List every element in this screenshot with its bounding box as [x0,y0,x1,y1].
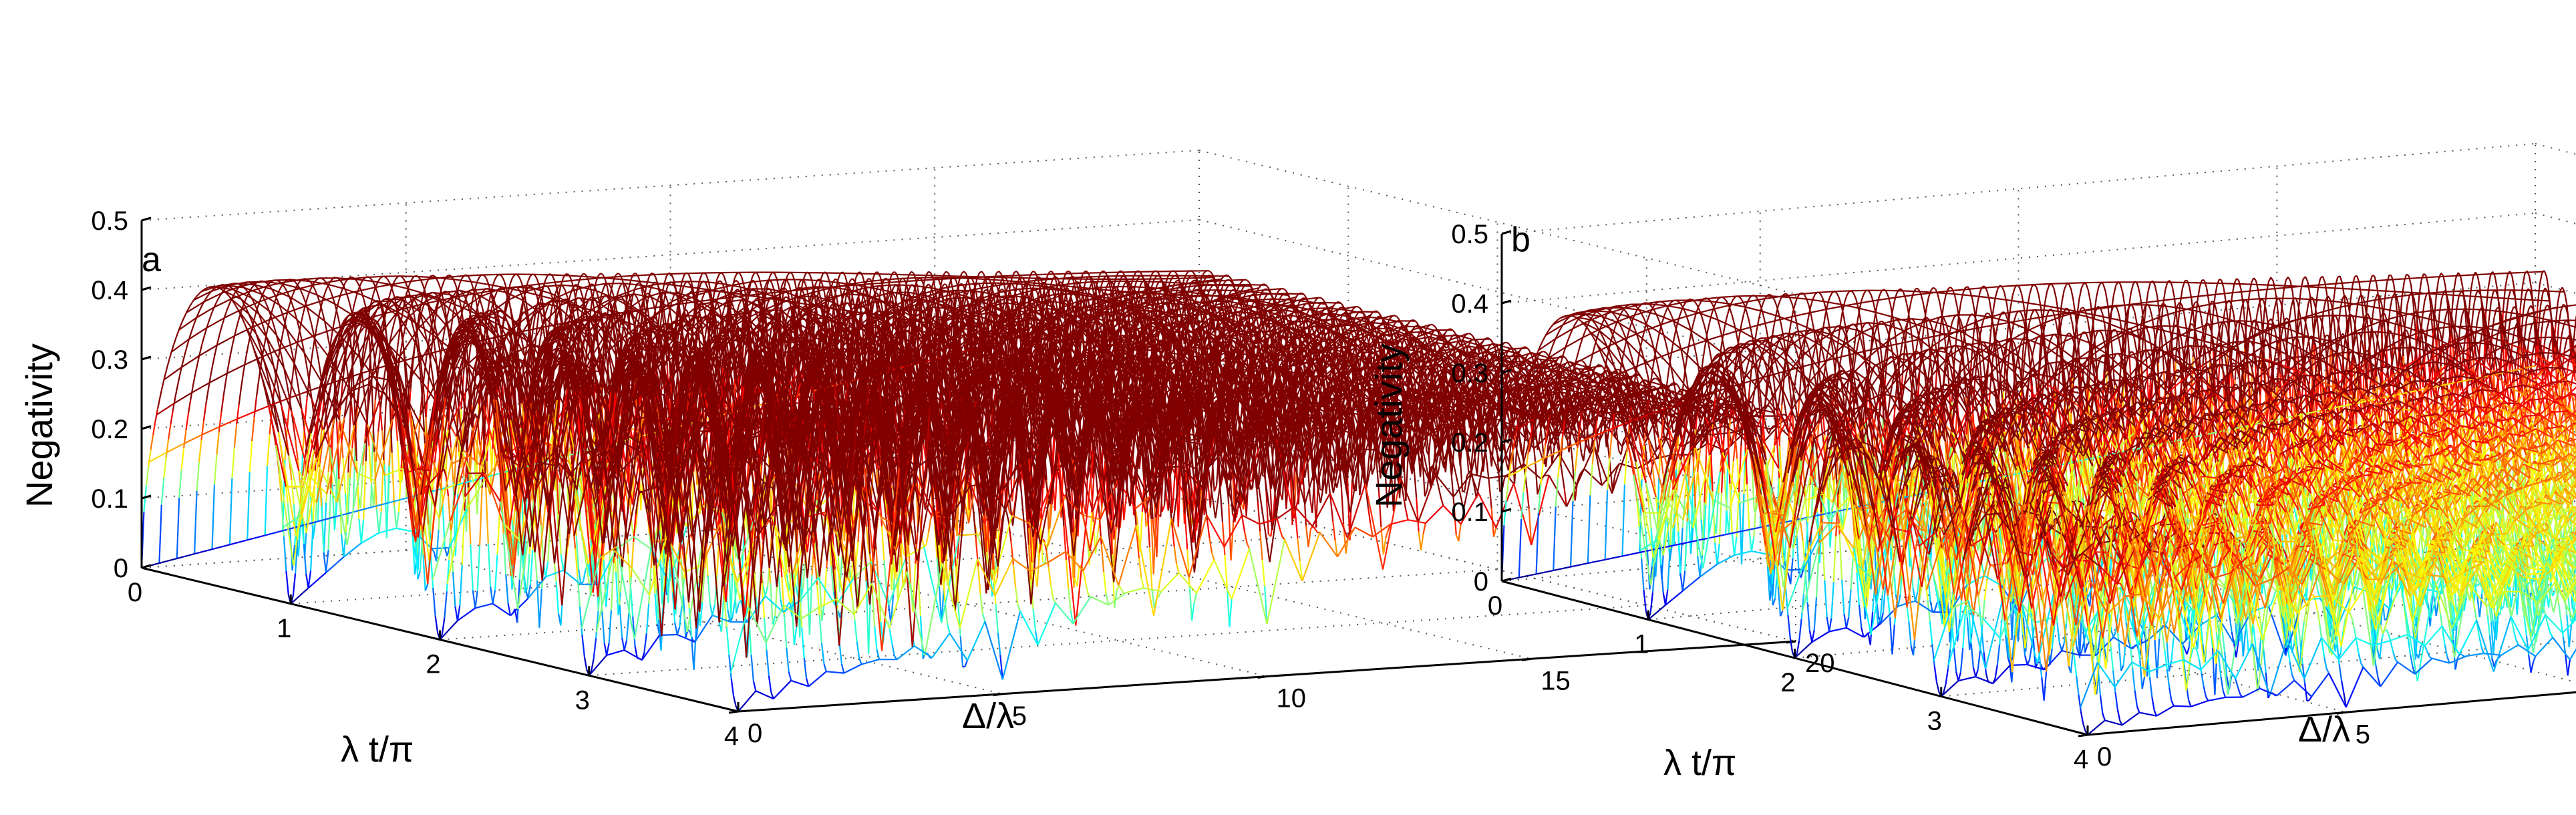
surface-segment [1643,397,1645,398]
surface-segment [1265,295,1267,298]
surface-segment [1490,339,1492,343]
surface-segment [1506,343,1509,344]
grid-line [142,150,1199,220]
surface-segment [1359,308,1362,311]
surface-segment [1169,279,1171,285]
surface-segment [1543,351,1545,352]
panel-a-surface [142,271,1796,711]
surface-segment [1527,348,1529,351]
surface-segment [1102,271,1105,272]
surface-segment [1470,333,1472,335]
figure: 00.10.20.30.40.501234 05101520 a Negativi… [0,0,2576,815]
surface-segment [1241,281,1243,283]
surface-segment [1416,325,1418,326]
surface-segment [1433,325,1436,327]
surface-segment [1378,312,1380,315]
surface-segment [1472,335,1475,339]
surface-segment [1357,307,1359,308]
surface-segment [1226,286,1228,290]
surface-segment [1676,384,1678,387]
surface-segment [1356,313,1359,316]
surface-segment [1209,271,1211,272]
surface-segment [1782,414,1784,415]
surface-segment [1394,315,1397,316]
surface-segment [1710,400,1712,401]
surface-segment [1245,280,1247,281]
surface-segment [1446,347,1448,348]
surface-segment [1768,405,1770,408]
surface-segment [1379,316,1381,317]
surface-segment [1583,361,1585,363]
surface-segment [1284,289,1286,291]
surface-segment [1101,279,1103,287]
surface-segment [1307,310,1309,314]
surface-segment [1384,321,1386,323]
surface-segment [1148,277,1150,284]
surface-segment [1321,298,1323,300]
surface-segment [1192,280,1195,281]
surface-segment [1277,290,1279,293]
surface-segment [1168,272,1170,275]
surface-segment [1085,271,1087,272]
surface-segment [1396,317,1398,319]
surface-segment [1193,272,1195,275]
surface-segment [1303,298,1305,299]
surface-segment [1653,386,1655,387]
surface-segment [1438,359,1440,360]
surface-segment [1327,325,1330,326]
surface-segment [1340,307,1342,308]
surface-segment [1211,272,1213,275]
surface-segment [1247,281,1250,283]
surface-segment [1229,276,1231,279]
surface-segment [1770,408,1773,412]
surface-segment [1509,344,1511,347]
surface-segment [1546,352,1549,355]
